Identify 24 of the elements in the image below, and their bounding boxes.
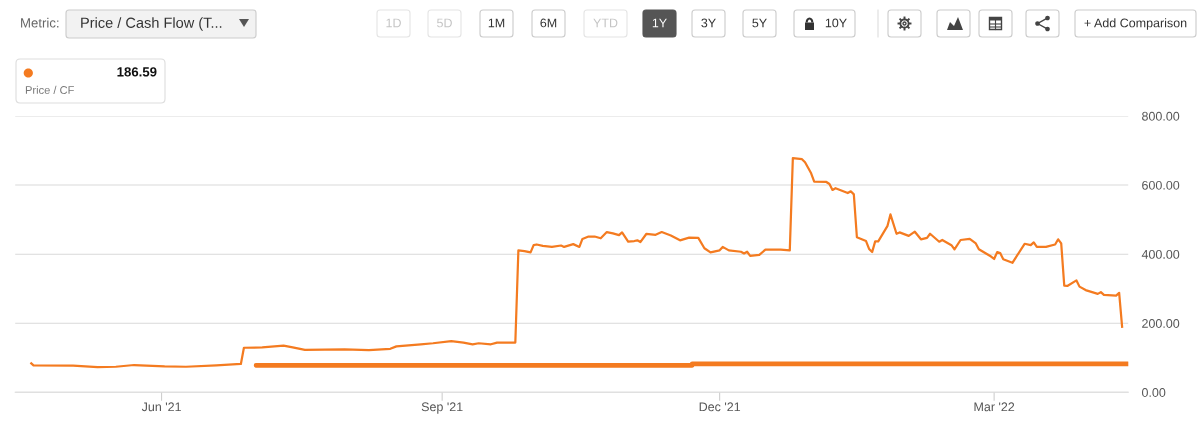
text: 10Y: [825, 18, 847, 28]
line-series: [29, 157, 1124, 369]
y-tick-label: 400.00: [1141, 249, 1180, 259]
text: Metric:: [21, 17, 59, 28]
text: 5D: [437, 18, 452, 28]
y-tick-label: 0.00: [1141, 388, 1166, 397]
x-tick-label: Sep '21: [421, 402, 463, 414]
text: 1D: [386, 18, 401, 28]
x-tick-label: Mar '22: [974, 402, 1015, 412]
text: Price / CF: [25, 85, 74, 94]
text: 5Y: [752, 18, 767, 28]
y-tick-label: 600.00: [1142, 180, 1180, 190]
x-tick-label: Jun '21: [141, 402, 181, 412]
x-tick-label: Dec '21: [699, 402, 741, 412]
y-tick-label: 800.00: [1142, 111, 1180, 121]
chart-title: Price / Cash Flow (T...: [81, 17, 222, 31]
text: 6M: [540, 18, 557, 28]
text: 1Y: [652, 18, 667, 28]
text: 186.59: [117, 67, 157, 77]
text: 3Y: [701, 18, 716, 28]
y-tick-label: 200.00: [1142, 319, 1180, 328]
text: + Add Comparison: [1084, 18, 1187, 30]
text: 1M: [488, 18, 505, 28]
text: YTD: [593, 18, 618, 28]
